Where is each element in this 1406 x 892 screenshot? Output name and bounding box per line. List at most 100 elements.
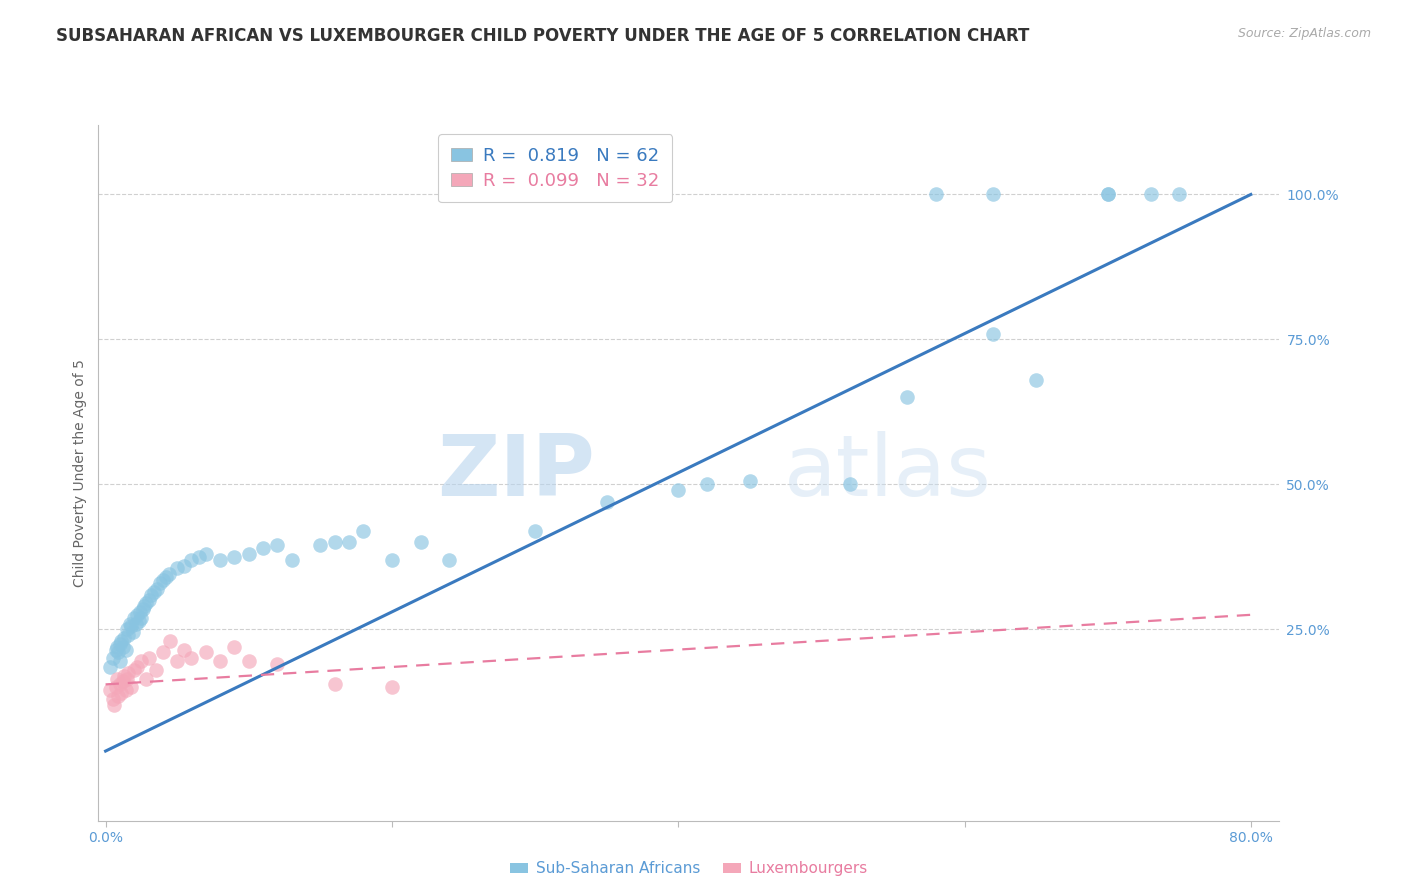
Point <box>152 573 174 587</box>
Point <box>266 538 288 552</box>
Text: SUBSAHARAN AFRICAN VS LUXEMBOURGER CHILD POVERTY UNDER THE AGE OF 5 CORRELATION : SUBSAHARAN AFRICAN VS LUXEMBOURGER CHILD… <box>56 27 1029 45</box>
Point <box>138 651 160 665</box>
Point <box>238 547 260 561</box>
Point <box>108 654 131 668</box>
Text: atlas: atlas <box>783 431 991 515</box>
Point <box>135 672 157 686</box>
Y-axis label: Child Poverty Under the Age of 5: Child Poverty Under the Age of 5 <box>73 359 87 587</box>
Point <box>1025 373 1047 387</box>
Point <box>149 576 172 591</box>
Point <box>238 654 260 668</box>
Point <box>104 642 127 657</box>
Point <box>981 326 1004 341</box>
Point <box>337 535 360 549</box>
Point <box>159 633 181 648</box>
Point <box>896 391 918 405</box>
Point <box>981 187 1004 202</box>
Point <box>839 477 862 491</box>
Point <box>122 611 145 625</box>
Point <box>117 665 139 680</box>
Point <box>323 535 346 549</box>
Point <box>111 640 134 654</box>
Point <box>118 616 141 631</box>
Point <box>117 628 139 642</box>
Point <box>132 602 155 616</box>
Point <box>98 683 121 698</box>
Point <box>129 605 152 619</box>
Point <box>209 552 232 567</box>
Point <box>157 567 180 582</box>
Point <box>103 698 125 712</box>
Point <box>122 663 145 677</box>
Point <box>128 614 150 628</box>
Point <box>107 646 129 660</box>
Point <box>104 680 127 694</box>
Point <box>224 640 246 654</box>
Point <box>738 475 761 489</box>
Point <box>110 633 132 648</box>
Point <box>107 689 129 703</box>
Point <box>120 680 142 694</box>
Point <box>173 642 195 657</box>
Point <box>352 524 374 538</box>
Point <box>194 646 217 660</box>
Point <box>1168 187 1191 202</box>
Point <box>112 669 135 683</box>
Point <box>166 561 188 575</box>
Point <box>409 535 432 549</box>
Point <box>108 637 131 651</box>
Point <box>101 692 124 706</box>
Point <box>145 663 167 677</box>
Point <box>146 582 169 596</box>
Point <box>155 570 177 584</box>
Point <box>180 651 202 665</box>
Point <box>111 674 134 689</box>
Point <box>381 680 404 694</box>
Point <box>173 558 195 573</box>
Point <box>1097 187 1119 202</box>
Point <box>152 646 174 660</box>
Point <box>381 552 404 567</box>
Point <box>141 588 163 602</box>
Point <box>323 677 346 691</box>
Point <box>166 654 188 668</box>
Point <box>101 651 124 665</box>
Point <box>110 686 132 700</box>
Point <box>131 654 153 668</box>
Point <box>595 494 617 508</box>
Point <box>120 619 142 633</box>
Point <box>925 187 948 202</box>
Point <box>209 654 232 668</box>
Point <box>437 552 460 567</box>
Point <box>696 477 718 491</box>
Point <box>1139 187 1161 202</box>
Point <box>224 549 246 564</box>
Point <box>280 552 302 567</box>
Point <box>131 611 153 625</box>
Point <box>1097 187 1119 202</box>
Point <box>187 549 209 564</box>
Point <box>309 538 332 552</box>
Point <box>252 541 274 555</box>
Point <box>114 683 136 698</box>
Point <box>121 625 143 640</box>
Point <box>125 607 148 622</box>
Point <box>105 672 128 686</box>
Point <box>114 642 136 657</box>
Point <box>524 524 547 538</box>
Point <box>138 593 160 607</box>
Point <box>115 623 138 637</box>
Point <box>112 631 135 645</box>
Point <box>98 660 121 674</box>
Point <box>266 657 288 671</box>
Point <box>194 547 217 561</box>
Point <box>180 552 202 567</box>
Point <box>115 672 138 686</box>
Point <box>666 483 689 498</box>
Legend: Sub-Saharan Africans, Luxembourgers: Sub-Saharan Africans, Luxembourgers <box>503 855 875 882</box>
Text: ZIP: ZIP <box>437 431 595 515</box>
Point <box>134 599 156 614</box>
Point <box>143 584 166 599</box>
Point <box>105 640 128 654</box>
Text: Source: ZipAtlas.com: Source: ZipAtlas.com <box>1237 27 1371 40</box>
